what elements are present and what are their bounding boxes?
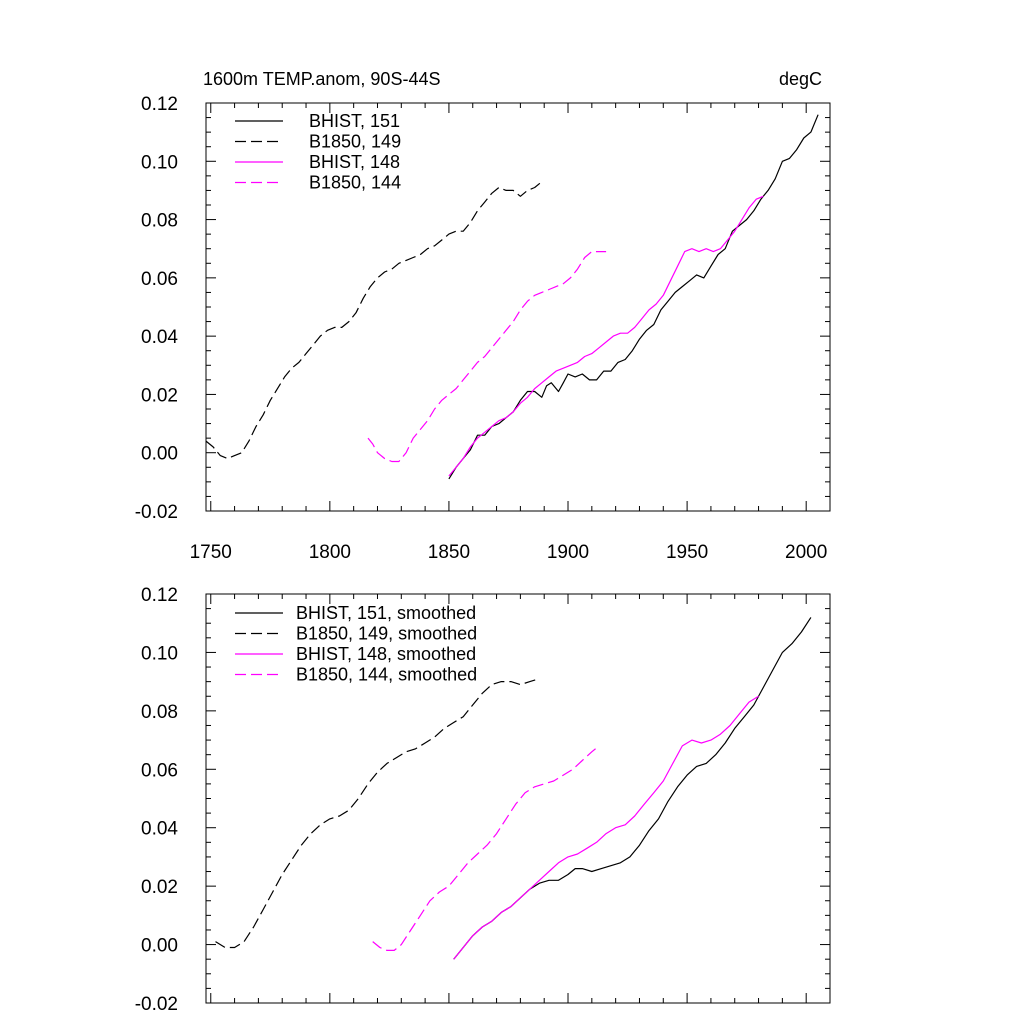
y-tick-label: 0.04 xyxy=(141,327,178,348)
legend-label: B1850, 144, smoothed xyxy=(296,665,477,685)
series-line xyxy=(448,114,819,480)
y-tick-label: 0.08 xyxy=(141,702,178,723)
series-line xyxy=(372,745,600,951)
x-tick-label: 1750 xyxy=(190,542,232,563)
legend-label: B1850, 149, smoothed xyxy=(296,624,477,644)
y-tick-label: 0.02 xyxy=(141,877,178,898)
series-line xyxy=(367,251,607,463)
y-tick-label: 0.10 xyxy=(141,643,178,664)
x-tick-label: 1900 xyxy=(547,542,589,563)
plot-frame xyxy=(205,102,831,512)
y-tick-label: -0.02 xyxy=(135,994,178,1015)
series-line xyxy=(453,695,759,960)
y-tick-label: 0.00 xyxy=(141,444,178,465)
series-line xyxy=(448,195,764,477)
x-tick-label: 1800 xyxy=(309,542,351,563)
y-tick-label: 0.04 xyxy=(141,819,178,840)
y-tick-label: 0.00 xyxy=(141,936,178,957)
legend-label: BHIST, 148 xyxy=(309,152,400,172)
panel-title: 1600m TEMP.anom, 90S-44S xyxy=(203,69,440,89)
legend-label: BHIST, 151, smoothed xyxy=(296,603,476,623)
series-line xyxy=(453,617,812,960)
series-line xyxy=(205,181,543,460)
legend-label: BHIST, 148, smoothed xyxy=(296,644,476,664)
panel-bottom: -0.02 0.00 0.02 0.04 0.06 0.08 0.10 0.12 BHIST, … xyxy=(135,585,831,1015)
y-tick-label: 0.06 xyxy=(141,760,178,781)
y-tick-label: -0.02 xyxy=(135,502,178,523)
y-tick-label: 0.08 xyxy=(141,211,178,232)
x-tick-label: 1950 xyxy=(666,542,708,563)
x-tick-label: 2000 xyxy=(785,542,827,563)
series-line xyxy=(215,678,540,949)
y-tick-label: 0.10 xyxy=(141,152,178,173)
y-tick-label: 0.06 xyxy=(141,269,178,290)
legend-label: B1850, 144 xyxy=(309,173,401,193)
panel-units: degC xyxy=(779,69,822,89)
panel-top: 1600m TEMP.anom, 90S-44S degC 1750 1800 18… xyxy=(135,69,831,563)
legend-label: BHIST, 151 xyxy=(309,111,400,131)
y-tick-label: 0.12 xyxy=(141,94,178,115)
x-tick-label: 1850 xyxy=(428,542,470,563)
y-tick-label: 0.02 xyxy=(141,385,178,406)
y-tick-label: 0.12 xyxy=(141,585,178,606)
legend-label: B1850, 149 xyxy=(309,132,401,152)
